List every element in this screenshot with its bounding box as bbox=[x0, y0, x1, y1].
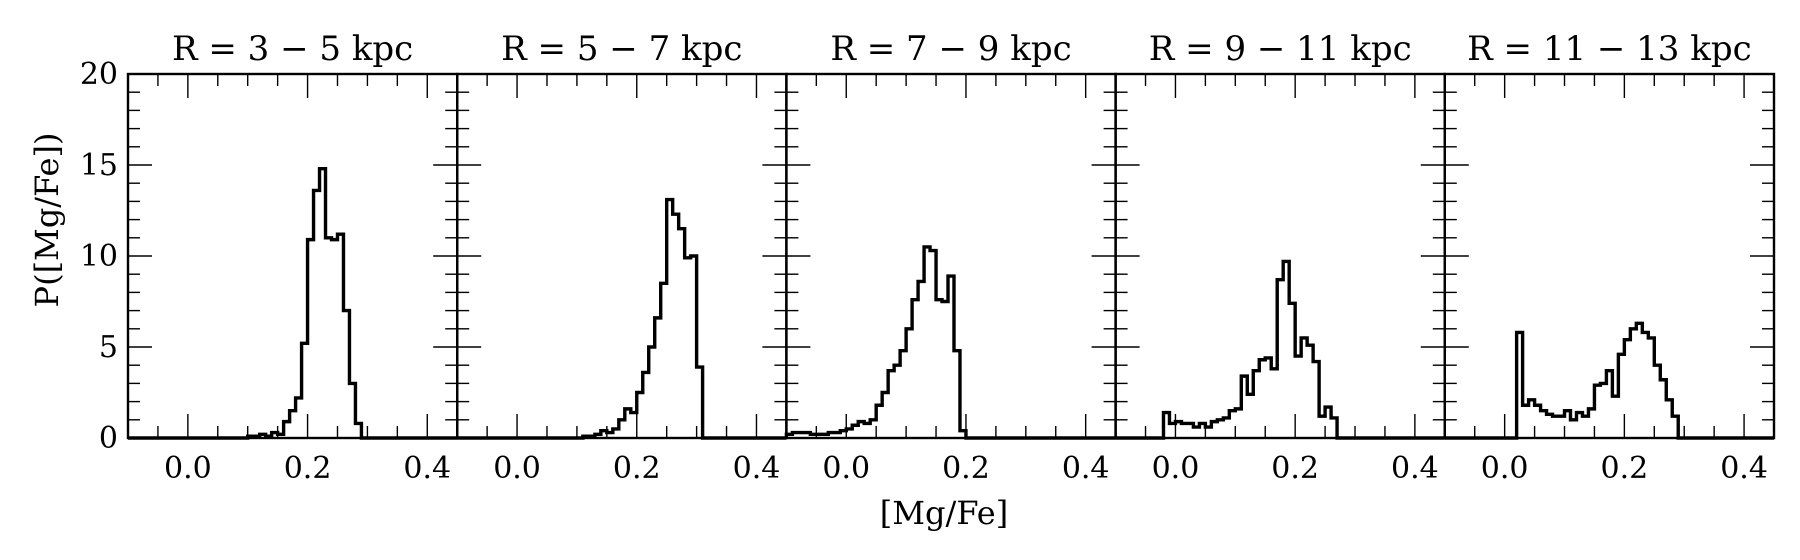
x-axis-label: [Mg/Fe] bbox=[880, 494, 1008, 532]
panel-title: R = 3 − 5 kpc bbox=[172, 29, 413, 69]
panel-title: R = 5 − 7 kpc bbox=[501, 29, 742, 69]
x-tick-label: 0.4 bbox=[733, 451, 781, 486]
x-tick-label: 0.0 bbox=[1481, 451, 1529, 486]
y-tick-label: 0 bbox=[99, 421, 118, 456]
panel-4: 0.0 0.2 0.4 R = 9 − 11 kpc bbox=[1114, 29, 1446, 486]
panel-frame bbox=[785, 72, 1117, 440]
panel-5: 0.0 0.2 0.4 R = 11 − 13 kpc bbox=[1443, 29, 1776, 486]
histogram-line bbox=[128, 166, 458, 440]
y-tick-label: 15 bbox=[80, 148, 118, 183]
panel-2: 0.0 0.2 0.4 R = 5 − 7 kpc bbox=[456, 29, 788, 486]
y-tick-label: 10 bbox=[80, 239, 118, 274]
panel-frame bbox=[126, 72, 459, 440]
x-tick-label: 0.4 bbox=[1720, 451, 1768, 486]
panel-title: R = 9 − 11 kpc bbox=[1149, 29, 1412, 69]
x-tick-label: 0.0 bbox=[164, 451, 212, 486]
x-tick-label: 0.4 bbox=[1391, 451, 1439, 486]
x-tick-label: 0.4 bbox=[403, 451, 451, 486]
y-axis-label: P([Mg/Fe]) bbox=[28, 133, 66, 308]
x-tick-label: 0.0 bbox=[822, 451, 870, 486]
y-tick-label: 5 bbox=[99, 330, 118, 365]
x-tick-label: 0.2 bbox=[284, 451, 332, 486]
x-tick-label: 0.0 bbox=[1152, 451, 1200, 486]
panels: 0.0 0.2 0.4 0 5 10 15 20 R = 3 − 5 kpc 0.0 0.2 0.4 R… bbox=[80, 29, 1776, 486]
x-tick-label: 0.2 bbox=[942, 451, 990, 486]
panel-3: 0.0 0.2 0.4 R = 7 − 9 kpc bbox=[784, 29, 1117, 486]
panel-frame bbox=[456, 72, 788, 440]
x-tick-label: 0.2 bbox=[1271, 451, 1319, 486]
panel-frame bbox=[1114, 72, 1446, 440]
panel-title: R = 7 − 9 kpc bbox=[830, 29, 1071, 69]
x-tick-label: 0.2 bbox=[1601, 451, 1649, 486]
panel-frame bbox=[1443, 72, 1776, 440]
x-tick-label: 0.2 bbox=[613, 451, 661, 486]
x-tick-label: 0.4 bbox=[1062, 451, 1110, 486]
panel-title: R = 11 − 13 kpc bbox=[1467, 29, 1752, 69]
histogram-line bbox=[784, 245, 1116, 440]
histogram-line bbox=[1115, 259, 1445, 440]
panel-1: 0.0 0.2 0.4 0 5 10 15 20 R = 3 − 5 kpc bbox=[80, 29, 459, 486]
histogram-line bbox=[1444, 321, 1774, 440]
y-tick-label: 20 bbox=[80, 57, 118, 92]
x-tick-label: 0.0 bbox=[493, 451, 541, 486]
histogram-line bbox=[457, 197, 787, 440]
